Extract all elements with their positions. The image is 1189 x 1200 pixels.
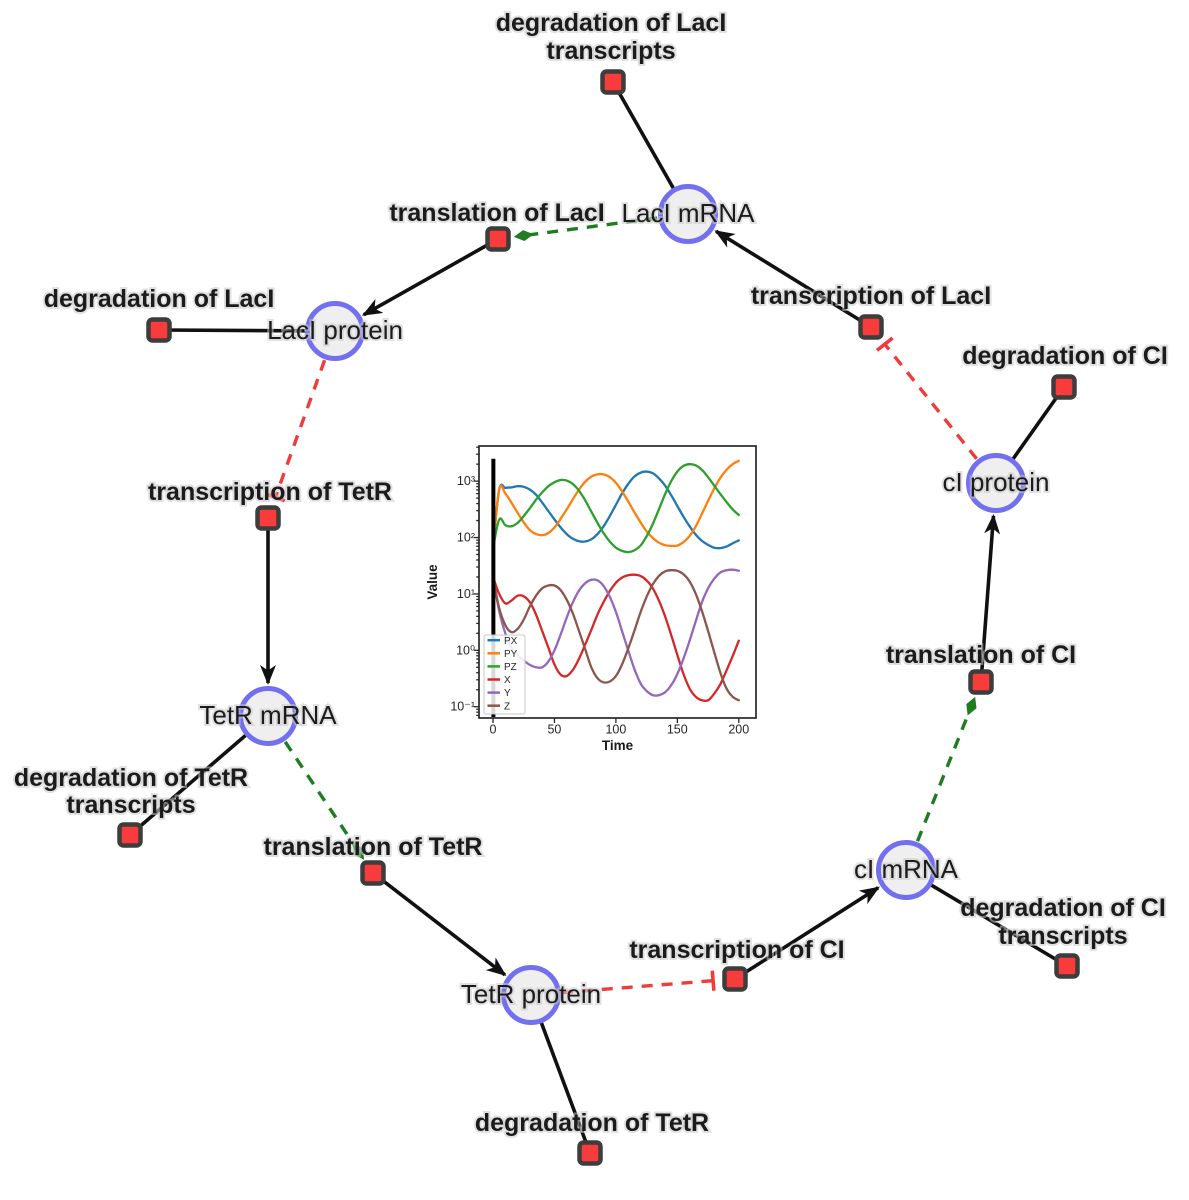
species-node-ci-mrna bbox=[876, 840, 936, 900]
edge-tetr-mrna-modifies-translation-of-tetr bbox=[283, 740, 365, 860]
legend-label-y: Y bbox=[504, 688, 511, 699]
x-tick-label: 100 bbox=[605, 723, 626, 737]
x-tick-label: 150 bbox=[667, 723, 688, 737]
edge-transcription-of-laci-to-laci-mrna bbox=[714, 229, 872, 329]
reaction-node-translation-of-tetr bbox=[360, 860, 386, 886]
reaction-node-degradation-of-laci bbox=[146, 317, 172, 343]
reaction-label: transcripts bbox=[66, 791, 195, 819]
reaction-label: degradation of CI bbox=[960, 894, 1166, 922]
edge-tetr-mrna-to-degradation-of-tetr-transcripts bbox=[128, 714, 270, 837]
reaction-node-degradation-of-tetr bbox=[577, 1140, 603, 1166]
y-axis-title: Value bbox=[425, 564, 440, 600]
species-label: cI mRNA bbox=[854, 854, 959, 884]
reaction-label: transcription of TetR bbox=[148, 478, 392, 506]
reaction-label: degradation of TetR bbox=[14, 764, 248, 792]
species-labels: LacI mRNA LacI protein TetR mRNA TetR pr… bbox=[197, 196, 1051, 1011]
inhibition-tbar-transcription-of-tetr bbox=[265, 492, 286, 503]
y-tick-label: 10² bbox=[457, 531, 475, 545]
chart-legend: PX PY PZ X Y Z bbox=[483, 634, 526, 715]
inhibition-tbar-transcription-of-laci bbox=[875, 336, 894, 352]
x-tick-label: 0 bbox=[490, 723, 497, 737]
x-axis-title: Time bbox=[602, 738, 634, 753]
chart-plot-border bbox=[478, 445, 757, 719]
reaction-node-degradation-of-ci bbox=[1051, 374, 1077, 400]
inhibition-tbar-transcription-of-ci bbox=[710, 970, 716, 991]
reaction-label: degradation of TetR bbox=[475, 1109, 709, 1137]
simulation-chart: 0 50 100 150 200 10³ 10² 10¹ 10⁰ 10⁻¹ Ti… bbox=[425, 445, 757, 753]
edge-translation-of-laci-to-laci-protein bbox=[361, 237, 499, 317]
chart-series-px bbox=[491, 470, 740, 550]
reaction-node-translation-of-laci bbox=[485, 226, 511, 252]
reaction-node-degradation-of-ci-transcripts bbox=[1054, 953, 1080, 979]
reaction-label: transcripts bbox=[998, 922, 1127, 950]
species-nodes bbox=[238, 184, 1026, 1025]
reaction-node-transcription-of-laci bbox=[858, 314, 884, 340]
reaction-nodes bbox=[117, 69, 1080, 1166]
chart-series-x bbox=[491, 573, 740, 703]
legend-label-pz: PZ bbox=[504, 662, 517, 673]
chart-series-group bbox=[491, 458, 740, 717]
reaction-node-transcription-of-ci bbox=[722, 966, 748, 992]
legend-label-py: PY bbox=[504, 649, 518, 660]
species-node-ci-protein bbox=[966, 453, 1026, 513]
species-label: LacI protein bbox=[267, 315, 403, 345]
legend-label-z: Z bbox=[504, 701, 510, 712]
reaction-label: transcription of CI bbox=[629, 936, 844, 964]
chart-tick-marks bbox=[474, 446, 740, 723]
x-tick-label: 200 bbox=[728, 723, 749, 737]
reaction-label: translation of TetR bbox=[264, 833, 483, 861]
species-node-laci-protein bbox=[305, 301, 365, 361]
species-label: TetR mRNA bbox=[199, 700, 337, 730]
reaction-node-degradation-of-laci-transcripts bbox=[600, 69, 626, 95]
edge-laci-mrna-modifies-translation-of-laci bbox=[513, 216, 658, 242]
legend-label-x: X bbox=[504, 675, 511, 686]
species-label: cI protein bbox=[943, 467, 1050, 497]
edge-laci-protein-inhibits-transcription-of-tetr bbox=[273, 359, 327, 498]
reaction-label: translation of LacI bbox=[389, 199, 604, 227]
y-tick-label: 10³ bbox=[457, 474, 475, 488]
y-tick-label: 10⁻¹ bbox=[450, 700, 475, 714]
reaction-label: transcription of LacI bbox=[751, 282, 991, 310]
reaction-label: translation of CI bbox=[886, 641, 1076, 669]
chart-series-pz bbox=[491, 463, 740, 554]
species-label: TetR protein bbox=[461, 979, 601, 1009]
edge-translation-of-tetr-to-tetr-protein bbox=[371, 871, 507, 977]
y-tick-label: 10¹ bbox=[457, 587, 475, 601]
species-node-laci-mrna bbox=[658, 184, 718, 244]
species-node-tetr-mrna bbox=[238, 686, 298, 746]
chart-series-y bbox=[491, 568, 740, 697]
legend-box bbox=[483, 634, 526, 715]
legend-label-px: PX bbox=[504, 636, 518, 647]
reaction-label: degradation of CI bbox=[962, 342, 1168, 370]
reaction-node-transcription-of-tetr bbox=[255, 505, 281, 531]
edge-transcription-of-ci-to-ci-mrna bbox=[734, 886, 880, 981]
species-label: LacI mRNA bbox=[622, 198, 756, 228]
reaction-labels: degradation of LacI transcripts translat… bbox=[12, 7, 1170, 1139]
edge-ci-mrna-modifies-translation-of-ci bbox=[915, 696, 977, 842]
chart-series-py bbox=[491, 459, 740, 550]
chart-series-z bbox=[491, 569, 740, 702]
species-node-tetr-protein bbox=[501, 965, 561, 1025]
reaction-label: degradation of LacI bbox=[44, 285, 275, 313]
reaction-node-translation-of-ci bbox=[968, 669, 994, 695]
y-tick-label: 10⁰ bbox=[456, 643, 475, 657]
edge-ci-protein-inhibits-transcription-of-laci bbox=[883, 343, 978, 460]
edge-tetr-protein-inhibits-transcription-of-ci bbox=[561, 979, 714, 995]
reaction-node-degradation-of-tetr-transcripts bbox=[117, 822, 143, 848]
edge-ci-mrna-to-degradation-of-ci-transcripts bbox=[905, 868, 1068, 968]
x-tick-label: 50 bbox=[547, 723, 561, 737]
edge-translation-of-ci-to-ci-protein bbox=[979, 513, 1001, 683]
reaction-label: degradation of LacI bbox=[496, 9, 727, 37]
reaction-label: transcripts bbox=[546, 37, 675, 65]
